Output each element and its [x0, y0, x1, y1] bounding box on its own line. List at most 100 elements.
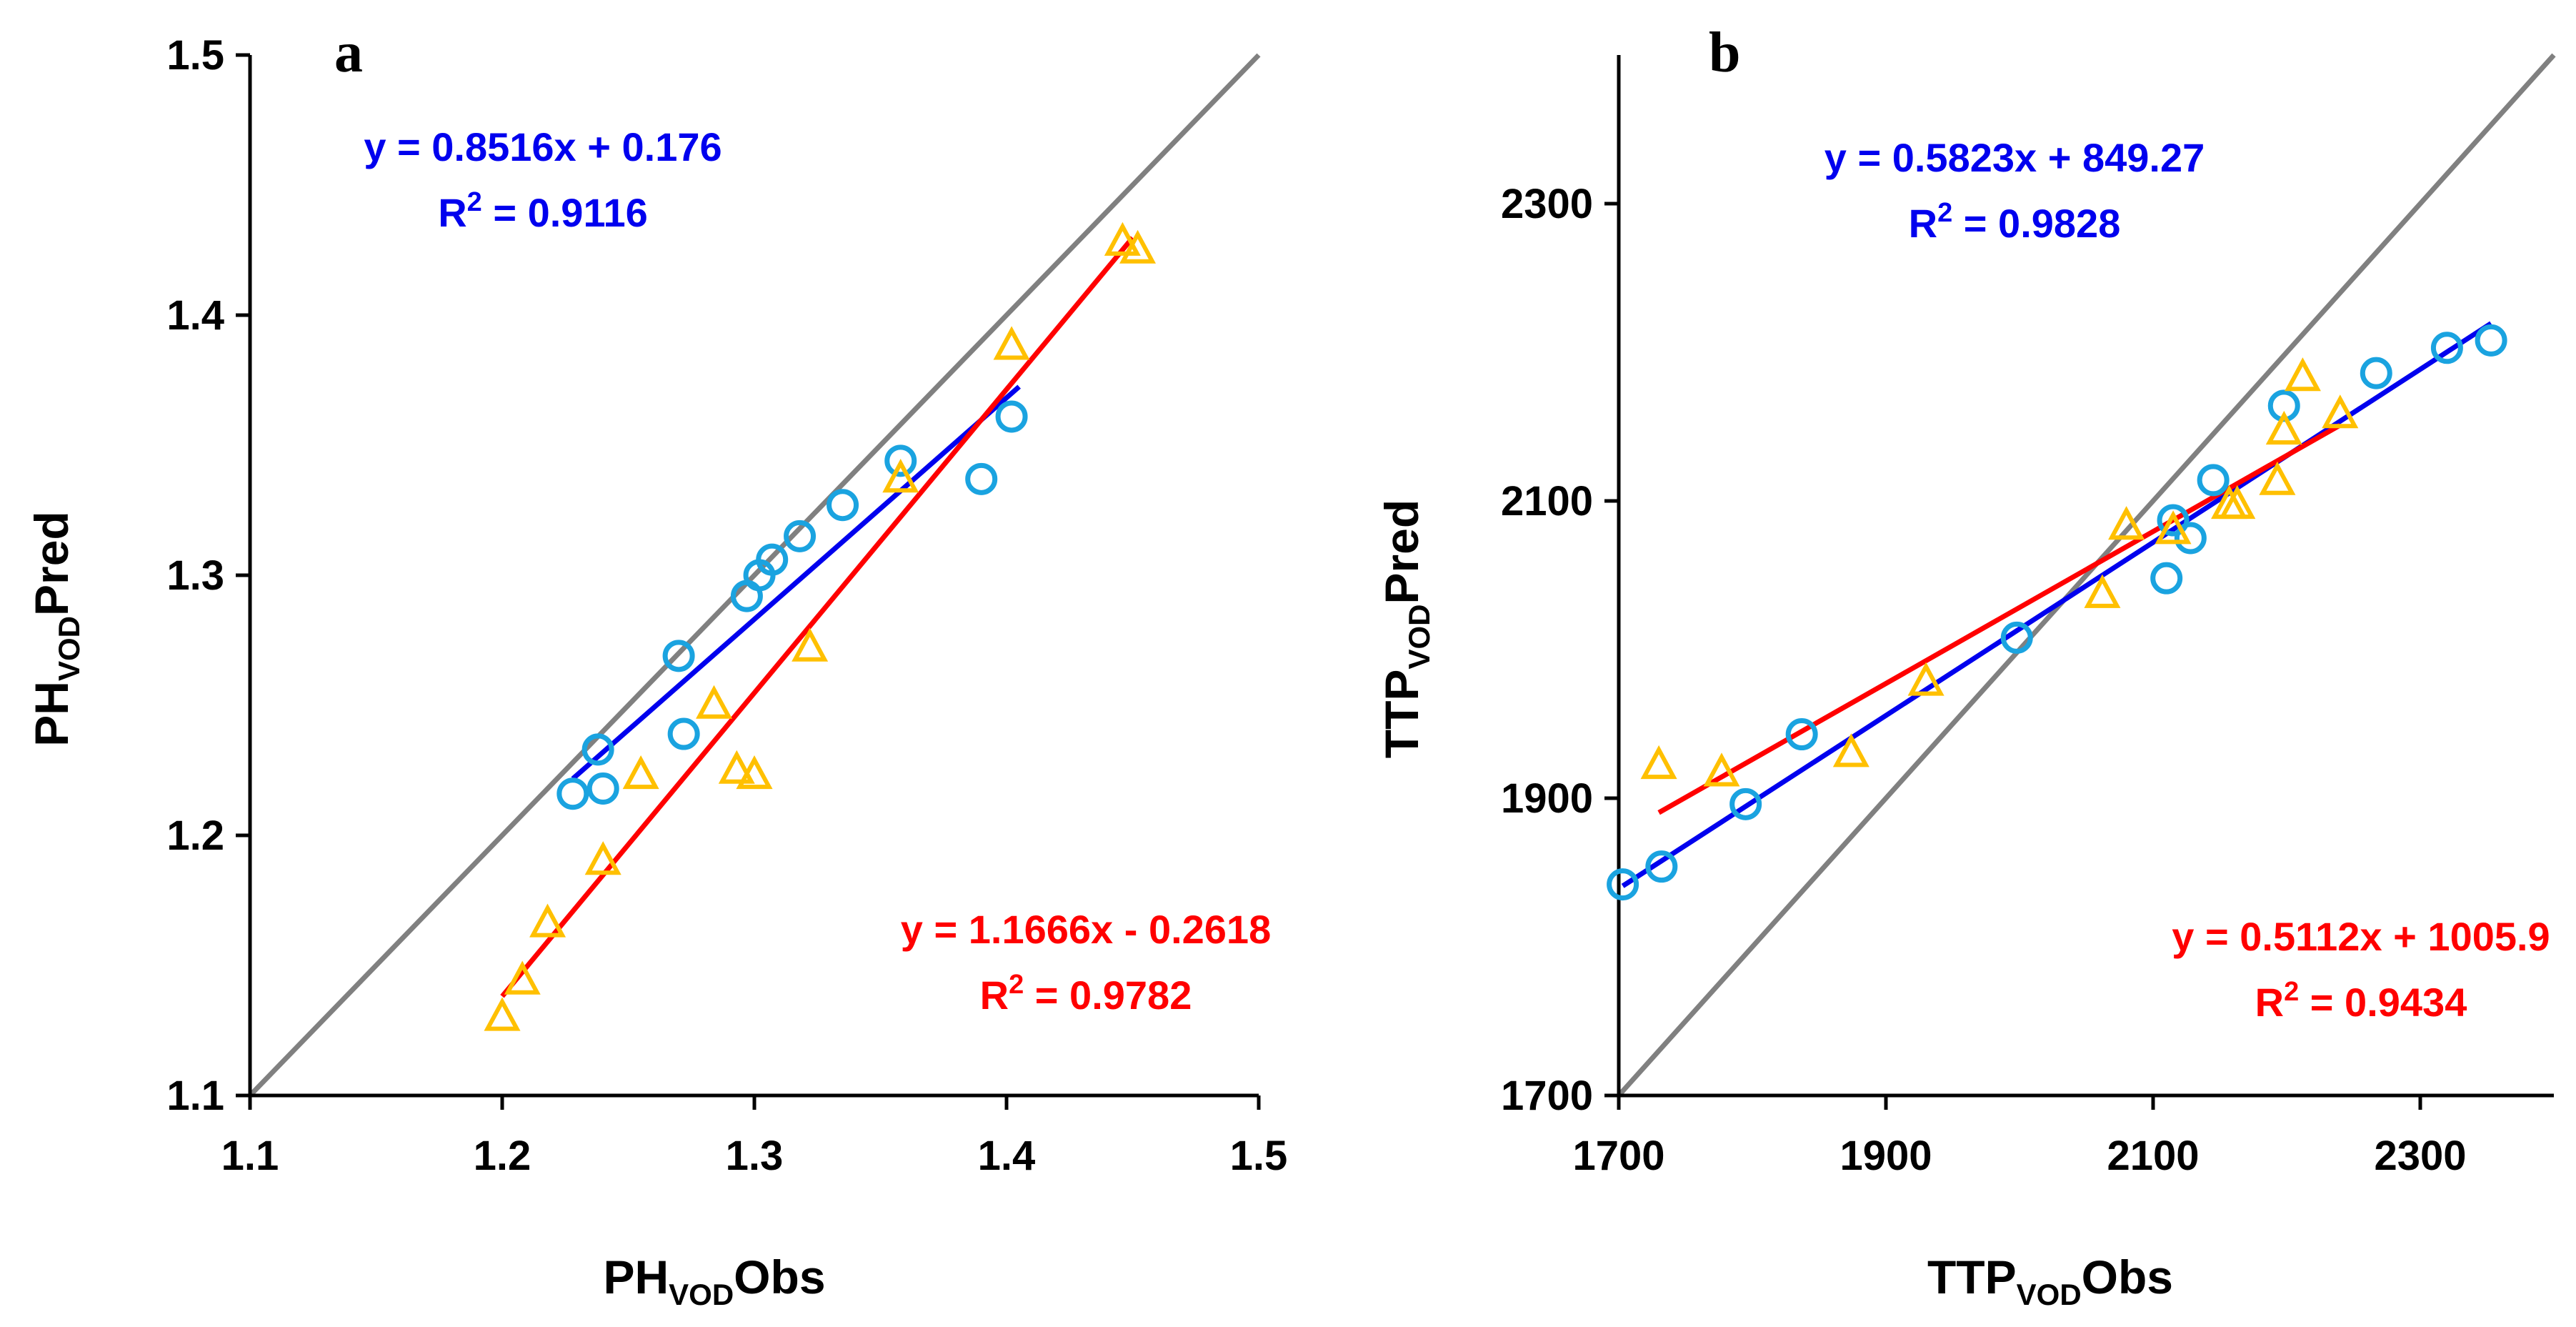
data-point-triangle [529, 903, 566, 938]
r-squared-r: R [1909, 201, 1937, 246]
r-squared-label: R2 = 0.9434 [2255, 977, 2467, 1025]
data-point-circle [1645, 850, 1678, 883]
data-point-circle [1785, 718, 1818, 751]
identity-line [1617, 53, 2556, 1098]
data-point-circle [2197, 464, 2230, 497]
data-point-circle [2430, 332, 2463, 364]
r-squared-superscript: 2 [1937, 198, 1952, 228]
x-axis-title-tail: Obs [2082, 1251, 2173, 1303]
data-point-circle [581, 733, 614, 766]
data-point-circle [756, 543, 789, 576]
r-squared-value: = 0.9828 [1952, 201, 2120, 246]
data-point-triangle [622, 755, 659, 790]
chart-panel-b: 1700 1900 2100 2300 1700 1900 2100 2300 y = 0.58… [1375, 21, 2556, 1311]
data-point-triangle [2084, 574, 2121, 608]
x-axis-title-main: PH [603, 1251, 669, 1303]
regression-equation: y = 0.5823x + 849.27 [1824, 135, 2205, 180]
y-tick-label: 1700 [1501, 1073, 1593, 1119]
data-point-circle [2475, 324, 2507, 357]
data-point-circle [784, 520, 817, 552]
data-point-triangle [1832, 733, 1869, 767]
x-axis-title-subscript: VOD [669, 1278, 734, 1311]
data-point-triangle [504, 960, 541, 995]
r-squared-r: R [438, 190, 466, 235]
data-point-circle [586, 772, 619, 805]
y-axis-title-main: TTP [1375, 670, 1428, 759]
y-axis-title: PHVODPred [25, 511, 86, 746]
data-point-triangle [1119, 229, 1157, 264]
y-tick-label: 2300 [1501, 181, 1593, 227]
data-point-triangle [2259, 461, 2296, 495]
x-axis-title-tail: Obs [734, 1251, 825, 1303]
y-axis-title-tail: Pred [1375, 500, 1428, 605]
r-squared-superscript: 2 [2284, 977, 2299, 1007]
y-tick-label: 1.2 [166, 812, 224, 859]
data-point-triangle [696, 685, 733, 719]
y-tick-label: 1.5 [166, 32, 224, 79]
data-point-circle [965, 462, 998, 495]
data-point-triangle [718, 750, 755, 784]
data-point-circle [662, 640, 695, 672]
y-tick-label: 1.4 [166, 292, 224, 339]
data-point-triangle [1640, 745, 1677, 780]
r-squared-value: = 0.9782 [1024, 973, 1192, 1018]
data-point-circle [556, 777, 589, 810]
data-point-triangle [736, 755, 773, 790]
panel-label: b [1709, 21, 1741, 84]
regression-equation: y = 1.1666x - 0.2618 [901, 907, 1271, 952]
r-squared-superscript: 2 [1009, 970, 1024, 1000]
x-axis-title-main: TTP [1927, 1251, 2017, 1303]
data-point-triangle [484, 997, 521, 1031]
data-point-triangle [882, 458, 919, 493]
data-point-circle [2360, 357, 2392, 389]
fit-line-triangles [1657, 422, 2342, 815]
data-point-circle [884, 444, 917, 477]
x-tick-label: 1.3 [726, 1133, 784, 1179]
fit-line-circles [1621, 321, 2493, 888]
data-point-triangle [2219, 484, 2256, 520]
r-squared-superscript: 2 [467, 187, 482, 217]
regression-equation: y = 0.8516x + 0.176 [364, 124, 722, 169]
data-point-circle [2150, 562, 2183, 595]
data-point-triangle [1104, 222, 1141, 256]
identity-line [248, 53, 1261, 1098]
data-point-circle [2157, 504, 2190, 537]
data-point-circle [2174, 522, 2207, 555]
y-axis-title-subscript: VOD [52, 616, 86, 681]
data-point-circle [995, 400, 1028, 433]
y-axis-title-subscript: VOD [1402, 605, 1436, 670]
r-squared-value: = 0.9434 [2299, 980, 2467, 1025]
x-tick-label: 2100 [2107, 1133, 2199, 1179]
y-tick-label: 1.1 [166, 1073, 224, 1119]
chart-panel-a: 1.1 1.2 1.3 1.4 1.5 1.1 1.2 1.3 1.4 1.5 y = 0.8516… [25, 21, 1287, 1311]
data-point-triangle [792, 627, 829, 662]
panel-label: a [334, 21, 363, 84]
x-tick-label: 1900 [1839, 1133, 1932, 1179]
x-tick-label: 1.4 [978, 1133, 1036, 1179]
y-tick-label: 1900 [1501, 775, 1593, 822]
y-tick-label: 2100 [1501, 478, 1593, 525]
r-squared-r: R [2255, 980, 2284, 1025]
data-point-triangle [993, 326, 1030, 360]
x-tick-label: 1.1 [221, 1133, 279, 1179]
x-tick-label: 1.2 [474, 1133, 531, 1179]
regression-equation: y = 0.5112x + 1005.9 [2172, 914, 2550, 959]
y-tick-label: 1.3 [166, 552, 224, 599]
y-axis-title-tail: Pred [25, 511, 78, 616]
r-squared-value: = 0.9116 [482, 190, 648, 235]
y-axis-title-main: PH [25, 681, 78, 747]
r-squared-label: R2 = 0.9782 [980, 970, 1192, 1018]
data-point-triangle [2265, 410, 2302, 445]
x-tick-label: 1700 [1572, 1133, 1664, 1179]
data-point-circle [827, 489, 859, 522]
data-point-triangle [2322, 394, 2359, 429]
data-point-circle [1729, 787, 1762, 820]
data-point-triangle [2108, 506, 2145, 540]
data-point-triangle [2284, 357, 2321, 392]
fit-line-triangles [500, 236, 1135, 998]
data-point-triangle [1703, 752, 1740, 787]
data-point-circle [2000, 621, 2033, 654]
data-point-triangle [2155, 510, 2192, 545]
data-point-circle [667, 717, 700, 750]
